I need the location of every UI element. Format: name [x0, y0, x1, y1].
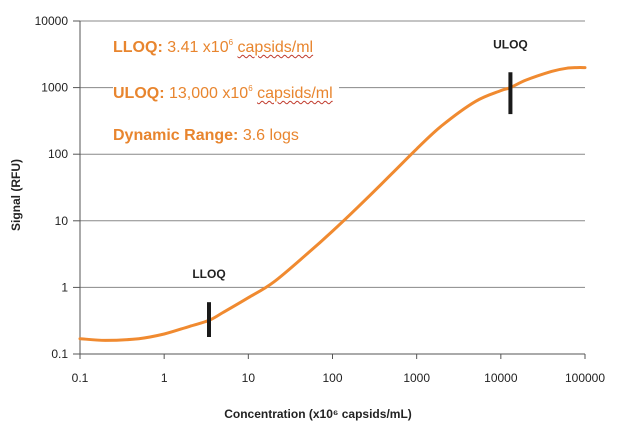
x-tick-label-3: 100 [322, 371, 342, 385]
y-tick-label-4: 1000 [41, 81, 68, 95]
lloq-annotation-value: 3.41 x10 [167, 39, 229, 56]
y-tick-label-0: 0.1 [51, 347, 68, 361]
uloq-annotation: ULOQ: 13,000 x106 capsids/ml [113, 84, 339, 103]
y-tick-label-3: 100 [48, 147, 68, 161]
y-tick-label-5: 10000 [35, 14, 69, 28]
lloq-annotation-unit: capsids/ml [237, 39, 314, 56]
dynamic-range-annotation: Dynamic Range: 3.6 logs [113, 127, 305, 145]
y-axis-title: Signal (RFU) [9, 159, 23, 231]
x-tick-label-2: 10 [242, 371, 256, 385]
uloq-annotation-exp: 6 [248, 84, 253, 93]
y-tick-label-1: 1 [61, 280, 68, 294]
lloq-annotation-label: LLOQ: [113, 39, 163, 56]
x-tick-label-4: 1000 [403, 371, 430, 385]
y-tick-label-2: 10 [55, 214, 69, 228]
dynamic-range-label: Dynamic Range: [113, 127, 239, 144]
x-tick-label-5: 10000 [484, 371, 518, 385]
uloq-marker-label: ULOQ [493, 37, 528, 51]
x-tick-label-0: 0.1 [72, 371, 89, 385]
dynamic-range-value: 3.6 logs [242, 127, 299, 144]
uloq-annotation-label: ULOQ: [113, 85, 165, 102]
uloq-annotation-unit: capsids/ml [257, 85, 333, 102]
lloq-marker-label: LLOQ [192, 267, 225, 281]
x-axis-title: Concentration (x10⁶ capsids/mL) [224, 407, 412, 421]
x-tick-label-1: 1 [161, 371, 168, 385]
standard-curve-line [78, 66, 587, 342]
uloq-annotation-value: 13,000 x10 [169, 85, 249, 102]
lloq-annotation-exp: 6 [228, 38, 234, 47]
x-tick-label-6: 100000 [565, 371, 605, 385]
lloq-annotation: LLOQ: 3.41 x106 capsids/ml [113, 38, 320, 57]
